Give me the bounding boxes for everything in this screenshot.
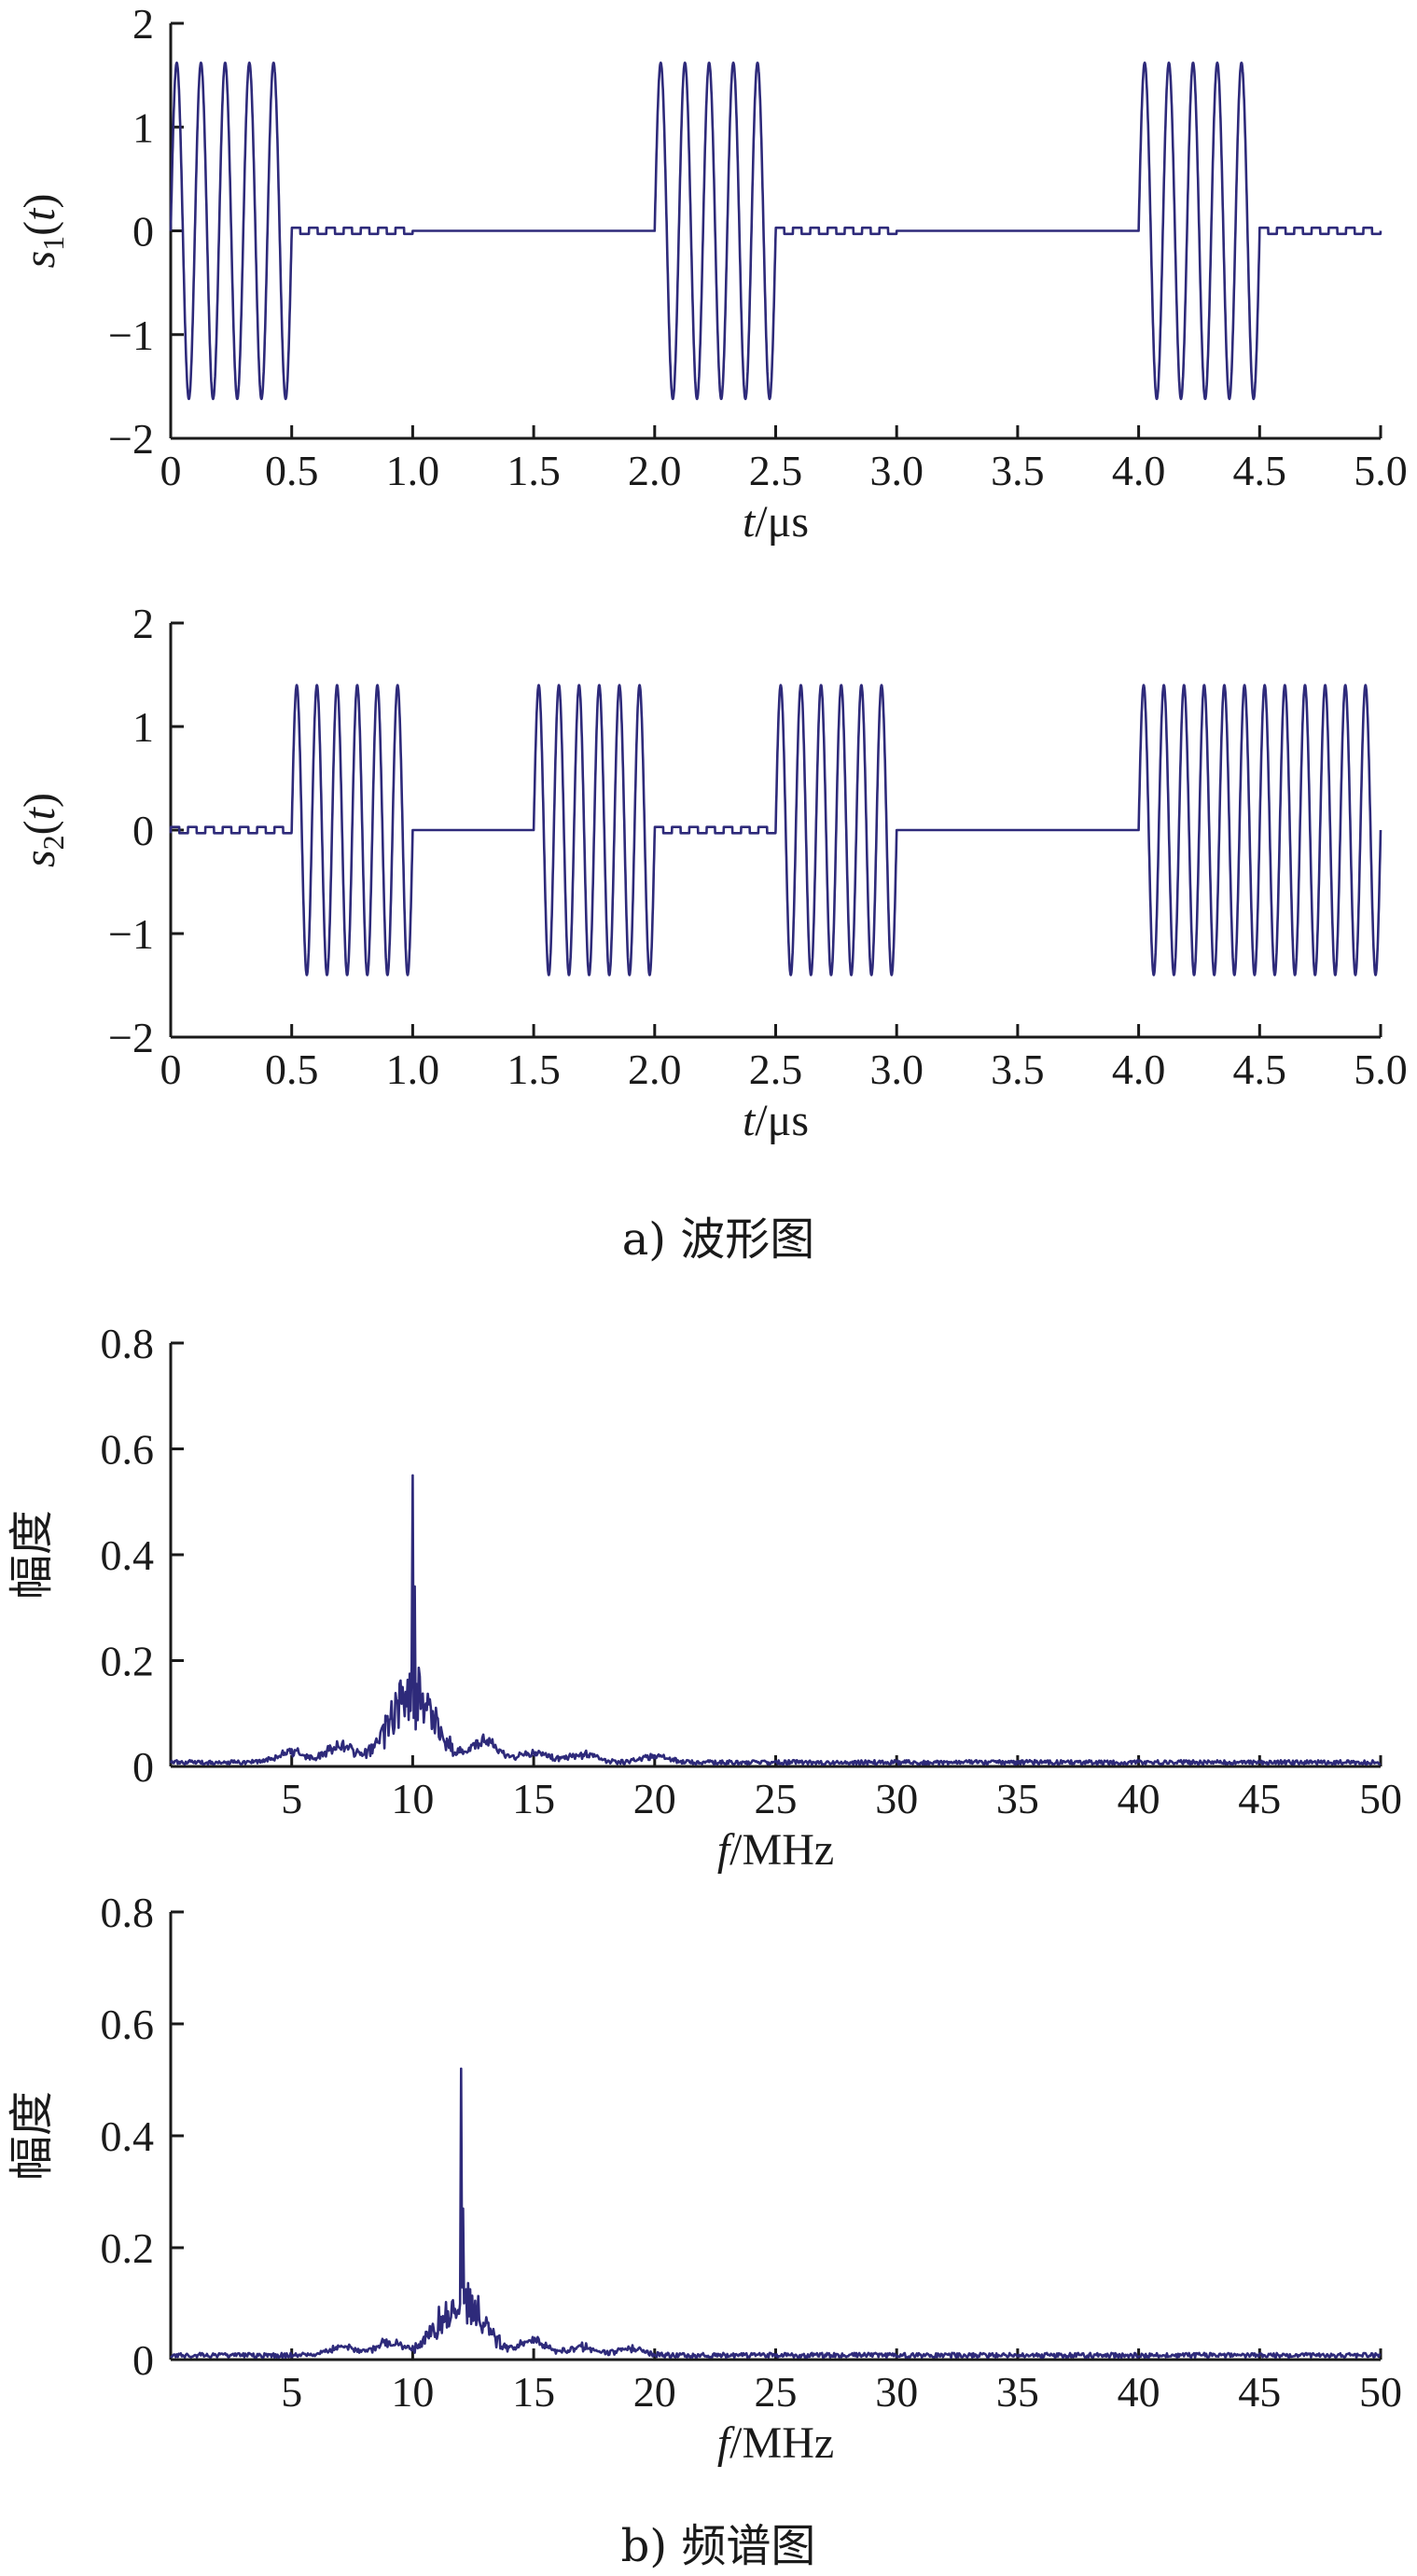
y-axis-paren-close: ) [15, 194, 64, 209]
x-axis-label: f/MHz [717, 2418, 834, 2468]
x-tick-label: 10 [391, 1775, 434, 1822]
y-tick-label: 0.8 [101, 1320, 155, 1367]
y-axis-label: 幅度 [6, 2091, 58, 2181]
x-tick-label: 2.5 [749, 447, 803, 494]
x-axis-unit: /MHz [729, 1825, 834, 1875]
x-axis-var: t [743, 497, 757, 547]
x-tick-label: 45 [1238, 2368, 1281, 2416]
x-tick-label: 0.5 [265, 447, 319, 494]
x-tick-label: 4.5 [1233, 1046, 1287, 1093]
x-axis-unit: /μs [755, 1096, 809, 1145]
x-tick-label: 2.0 [628, 1046, 682, 1093]
y-axis-arg: t [15, 207, 64, 221]
x-tick-label: 45 [1238, 1775, 1281, 1822]
y-tick-label: 0 [132, 1743, 154, 1791]
x-tick-label: 25 [755, 1775, 798, 1822]
x-tick-label: 5.0 [1354, 1046, 1408, 1093]
x-tick-label: 0 [160, 447, 182, 494]
x-tick-label: 25 [755, 2368, 798, 2416]
x-tick-label: 1.0 [386, 1046, 440, 1093]
x-tick-label: 3.0 [869, 1046, 924, 1093]
series-line-s2 [169, 684, 1382, 976]
x-tick-label: 3.5 [991, 447, 1045, 494]
y-axis-paren-open: ( [15, 221, 64, 236]
y-tick-label: 0 [132, 807, 154, 854]
x-tick-label: 0 [160, 1046, 182, 1093]
x-tick-label: 4.5 [1233, 447, 1287, 494]
series-line-spec1 [169, 1474, 1382, 1766]
x-tick-label: 1.5 [507, 1046, 561, 1093]
x-axis-unit: /μs [755, 497, 809, 547]
y-tick-label: 0 [132, 2336, 154, 2384]
x-tick-label: 35 [996, 1775, 1039, 1822]
y-tick-label: 0.8 [101, 1889, 155, 1936]
y-axis-label: s1(t) [15, 194, 70, 269]
x-tick-label: 5.0 [1354, 447, 1408, 494]
x-tick-label: 4.0 [1112, 1046, 1166, 1093]
x-tick-label: 10 [391, 2368, 434, 2416]
y-axis-paren-open: ( [15, 820, 64, 835]
caption-b: b) 频谱图 [621, 2520, 816, 2572]
chart-spec1: 5 10 15 20 25 30 35 40 45 50 0.8 0.6 0.4 0.2 0 f/MHz 幅度 [6, 1320, 1402, 1875]
y-axis-arg: t [15, 806, 64, 820]
x-axis-label: t/μs [743, 497, 809, 547]
x-tick-label: 15 [512, 2368, 555, 2416]
x-tick-label: 20 [633, 1775, 676, 1822]
y-axis-var: s [15, 850, 64, 867]
x-tick-label: 50 [1359, 2368, 1402, 2416]
y-tick-label: −1 [108, 312, 154, 359]
x-tick-label: 30 [875, 2368, 918, 2416]
x-tick-label: 30 [875, 1775, 918, 1822]
x-axis-var: t [743, 1096, 757, 1145]
y-tick-label: 0.2 [101, 1638, 155, 1685]
x-tick-label: 0.5 [265, 1046, 319, 1093]
y-tick-label: 1 [132, 104, 154, 151]
y-tick-label: 2 [132, 0, 154, 48]
series-line-spec2 [170, 2067, 1382, 2360]
x-tick-label: 5 [281, 2368, 302, 2416]
x-axis-label: f/MHz [717, 1825, 834, 1875]
chart-s1: 0 0.5 1.0 1.5 2.0 2.5 3.0 3.5 4.0 4.5 5.0210−1−2t/… [15, 0, 1408, 547]
y-tick-label: −2 [108, 1014, 154, 1061]
chart-s2: 0 0.5 1.0 1.5 2.0 2.5 3.0 3.5 4.0 4.5 5.0210−1−2t/… [15, 600, 1408, 1145]
x-tick-label: 1.0 [386, 447, 440, 494]
x-tick-label: 5 [281, 1775, 302, 1822]
y-axis-label: s2(t) [15, 793, 70, 867]
x-tick-label: 3.5 [991, 1046, 1045, 1093]
x-tick-label: 4.0 [1112, 447, 1166, 494]
y-tick-label: −2 [108, 415, 154, 463]
y-tick-label: 0.6 [101, 2001, 155, 2048]
x-tick-label: 50 [1359, 1775, 1402, 1822]
y-tick-label: 0.4 [101, 2112, 155, 2160]
y-tick-label: 0 [132, 208, 154, 256]
x-tick-label: 1.5 [507, 447, 561, 494]
x-tick-label: 3.0 [869, 447, 924, 494]
x-tick-label: 2.5 [749, 1046, 803, 1093]
y-tick-label: 2 [132, 600, 154, 647]
chart-spec2: 5 10 15 20 25 30 35 40 45 50 0.8 0.6 0.4 0.2 0 f/MHz 幅度 [6, 1889, 1402, 2468]
x-tick-label: 40 [1118, 2368, 1160, 2416]
y-tick-label: 0.4 [101, 1531, 155, 1579]
x-tick-label: 15 [512, 1775, 555, 1822]
x-axis-unit: /MHz [729, 2418, 834, 2468]
y-tick-label: 0.2 [101, 2224, 155, 2272]
caption-a: a) 波形图 [622, 1213, 815, 1266]
x-tick-label: 20 [633, 2368, 676, 2416]
y-axis-label: 幅度 [6, 1510, 58, 1600]
x-tick-label: 40 [1118, 1775, 1160, 1822]
x-tick-label: 35 [996, 2368, 1039, 2416]
series-line-s1 [169, 62, 1382, 400]
y-tick-label: 1 [132, 703, 154, 751]
y-axis-subscript: 1 [36, 236, 70, 251]
y-tick-label: −1 [108, 910, 154, 958]
x-axis-label: t/μs [743, 1096, 809, 1145]
y-axis-var: s [15, 251, 64, 269]
y-axis-paren-close: ) [15, 793, 64, 808]
y-axis-subscript: 2 [36, 835, 70, 850]
y-tick-label: 0.6 [101, 1426, 155, 1474]
x-tick-label: 2.0 [628, 447, 682, 494]
